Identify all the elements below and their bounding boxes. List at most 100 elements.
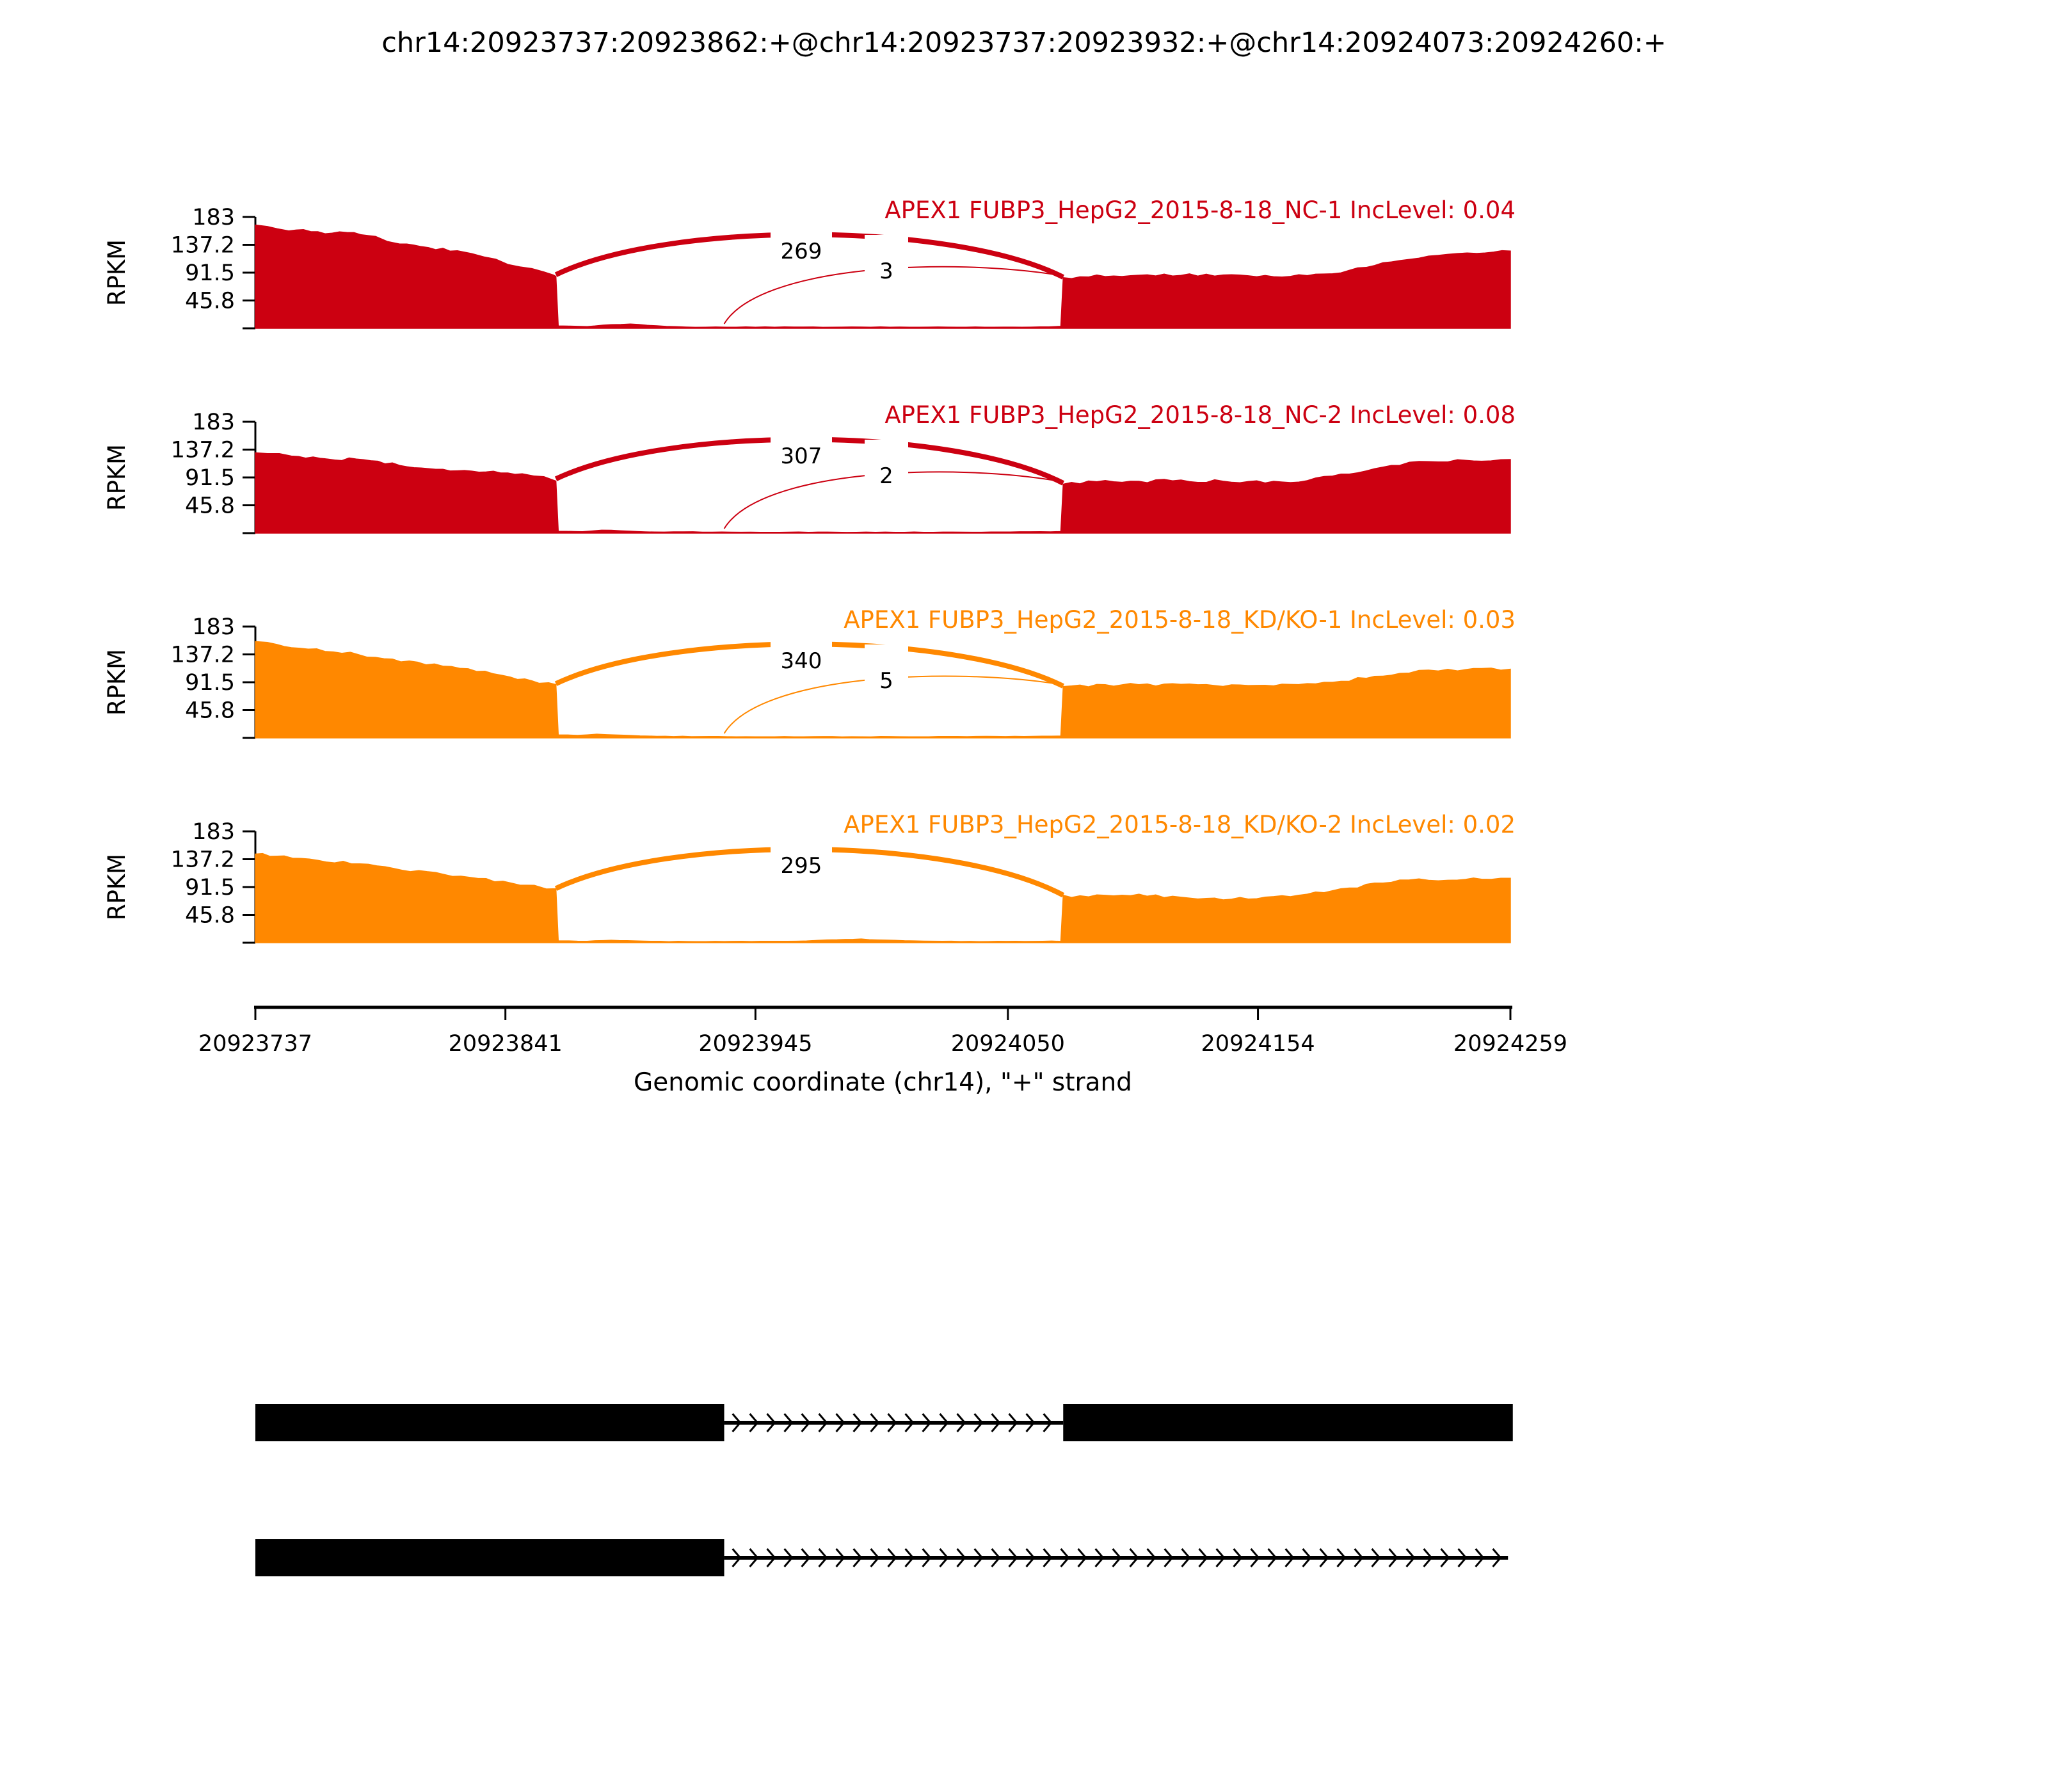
strand-arrow-icon xyxy=(1008,1548,1018,1567)
strand-arrow-icon xyxy=(991,1413,1001,1432)
strand-arrow-icon xyxy=(818,1413,828,1432)
strand-arrow-icon xyxy=(783,1413,794,1432)
strand-arrow-icon xyxy=(1423,1548,1433,1567)
strand-arrow-icon xyxy=(801,1413,811,1432)
strand-arrow-icon xyxy=(1077,1548,1087,1567)
strand-arrow-icon xyxy=(1457,1548,1468,1567)
y-tick-label: 45.8 xyxy=(185,288,235,314)
y-tick-label: 137.2 xyxy=(171,233,235,259)
strand-arrow-icon xyxy=(1440,1548,1450,1567)
figure-title: chr14:20923737:20923862:+@chr14:20923737… xyxy=(381,27,1667,59)
junction-arc-thin xyxy=(723,675,1064,734)
strand-arrow-icon xyxy=(1060,1548,1070,1567)
track-label: APEX1 FUBP3_HepG2_2015-8-18_KD/KO-2 IncL… xyxy=(844,811,1516,838)
strand-arrow-icon xyxy=(1284,1548,1295,1567)
junction-count-label: 269 xyxy=(781,239,822,264)
strand-arrow-icon xyxy=(749,1413,759,1432)
strand-arrow-icon xyxy=(1354,1548,1364,1567)
coverage-area xyxy=(255,452,1511,534)
strand-arrow-icon xyxy=(1198,1548,1208,1567)
strand-arrow-icon xyxy=(1302,1548,1312,1567)
y-tick-label: 137.2 xyxy=(171,438,235,463)
y-axis-title: RPKM xyxy=(103,239,131,306)
strand-arrow-icon xyxy=(1043,1548,1053,1567)
strand-arrow-icon xyxy=(922,1413,932,1432)
strand-arrow-icon xyxy=(887,1413,897,1432)
strand-arrow-icon xyxy=(887,1548,897,1567)
track-label: APEX1 FUBP3_HepG2_2015-8-18_NC-2 IncLeve… xyxy=(884,401,1516,429)
strand-arrow-icon xyxy=(922,1548,932,1567)
transcript-1 xyxy=(255,1404,1513,1441)
y-tick-label: 45.8 xyxy=(185,493,235,518)
strand-arrow-icon xyxy=(1215,1548,1226,1567)
strand-arrow-icon xyxy=(801,1548,811,1567)
junction-arc-thin xyxy=(723,266,1064,324)
y-tick-label: 91.5 xyxy=(185,260,235,286)
junction-count-label: 295 xyxy=(781,853,822,879)
strand-arrow-icon xyxy=(973,1413,984,1432)
coverage-area xyxy=(255,852,1511,943)
y-axis-title: RPKM xyxy=(103,444,131,511)
strand-arrow-icon xyxy=(939,1548,949,1567)
x-axis-title: Genomic coordinate (chr14), "+" strand xyxy=(634,1068,1132,1097)
strand-arrow-icon xyxy=(766,1413,776,1432)
strand-arrow-icon xyxy=(749,1548,759,1567)
strand-arrow-icon xyxy=(783,1548,794,1567)
strand-arrow-icon xyxy=(1336,1548,1347,1567)
x-tick-label: 20923737 xyxy=(198,1031,312,1057)
strand-arrow-icon xyxy=(1371,1548,1381,1567)
junction-count-bg xyxy=(771,845,832,885)
junction-count-bg xyxy=(865,644,908,708)
x-tick-label: 20924154 xyxy=(1201,1031,1315,1057)
junction-count-bg xyxy=(771,641,832,680)
track-label: APEX1 FUBP3_HepG2_2015-8-18_NC-1 IncLeve… xyxy=(884,196,1516,224)
coverage-area xyxy=(255,641,1511,739)
junction-count-bg xyxy=(865,235,908,299)
strand-arrow-icon xyxy=(835,1413,845,1432)
strand-arrow-icon xyxy=(1008,1413,1018,1432)
junction-count-label: 340 xyxy=(781,648,822,674)
y-tick-label: 137.2 xyxy=(171,643,235,668)
strand-arrow-icon xyxy=(870,1413,880,1432)
strand-arrow-icon xyxy=(1164,1548,1174,1567)
strand-arrow-icon xyxy=(1146,1548,1156,1567)
strand-arrow-icon xyxy=(1492,1548,1502,1567)
transcript-2 xyxy=(255,1539,1508,1576)
y-tick-label: 137.2 xyxy=(171,847,235,873)
strand-arrow-icon xyxy=(1405,1548,1416,1567)
track-label: APEX1 FUBP3_HepG2_2015-8-18_KD/KO-1 IncL… xyxy=(844,606,1516,634)
y-axis-title: RPKM xyxy=(103,854,131,920)
y-axis-title: RPKM xyxy=(103,649,131,716)
strand-arrow-icon xyxy=(1267,1548,1277,1567)
junction-count-bg xyxy=(865,440,908,504)
junction-count-label: 307 xyxy=(781,444,822,469)
y-tick-label: 45.8 xyxy=(185,902,235,928)
strand-arrow-icon xyxy=(956,1548,966,1567)
y-tick-label: 91.5 xyxy=(185,465,235,491)
x-tick-label: 20923841 xyxy=(449,1031,563,1057)
junction-count-label: 5 xyxy=(879,668,893,694)
junction-arc-thin xyxy=(723,471,1064,529)
x-axis: 20923737 20923841 20923945 20924050 20924154… xyxy=(198,1005,1567,1097)
strand-arrow-icon xyxy=(939,1413,949,1432)
strand-arrow-icon xyxy=(1181,1548,1191,1567)
y-tick-label: 45.8 xyxy=(185,698,235,723)
strand-arrow-icon xyxy=(870,1548,880,1567)
strand-arrow-icon xyxy=(1025,1413,1036,1432)
exon-box xyxy=(255,1539,724,1576)
strand-arrow-icon xyxy=(1319,1548,1329,1567)
strand-arrow-icon xyxy=(852,1413,863,1432)
strand-arrow-icon xyxy=(732,1413,742,1432)
strand-arrow-icon xyxy=(991,1548,1001,1567)
strand-arrow-icon xyxy=(766,1548,776,1567)
junction-count-bg xyxy=(771,231,832,271)
strand-arrow-icon xyxy=(1112,1548,1122,1567)
y-tick-label: 183 xyxy=(192,410,235,435)
y-tick-label: 183 xyxy=(192,614,235,640)
